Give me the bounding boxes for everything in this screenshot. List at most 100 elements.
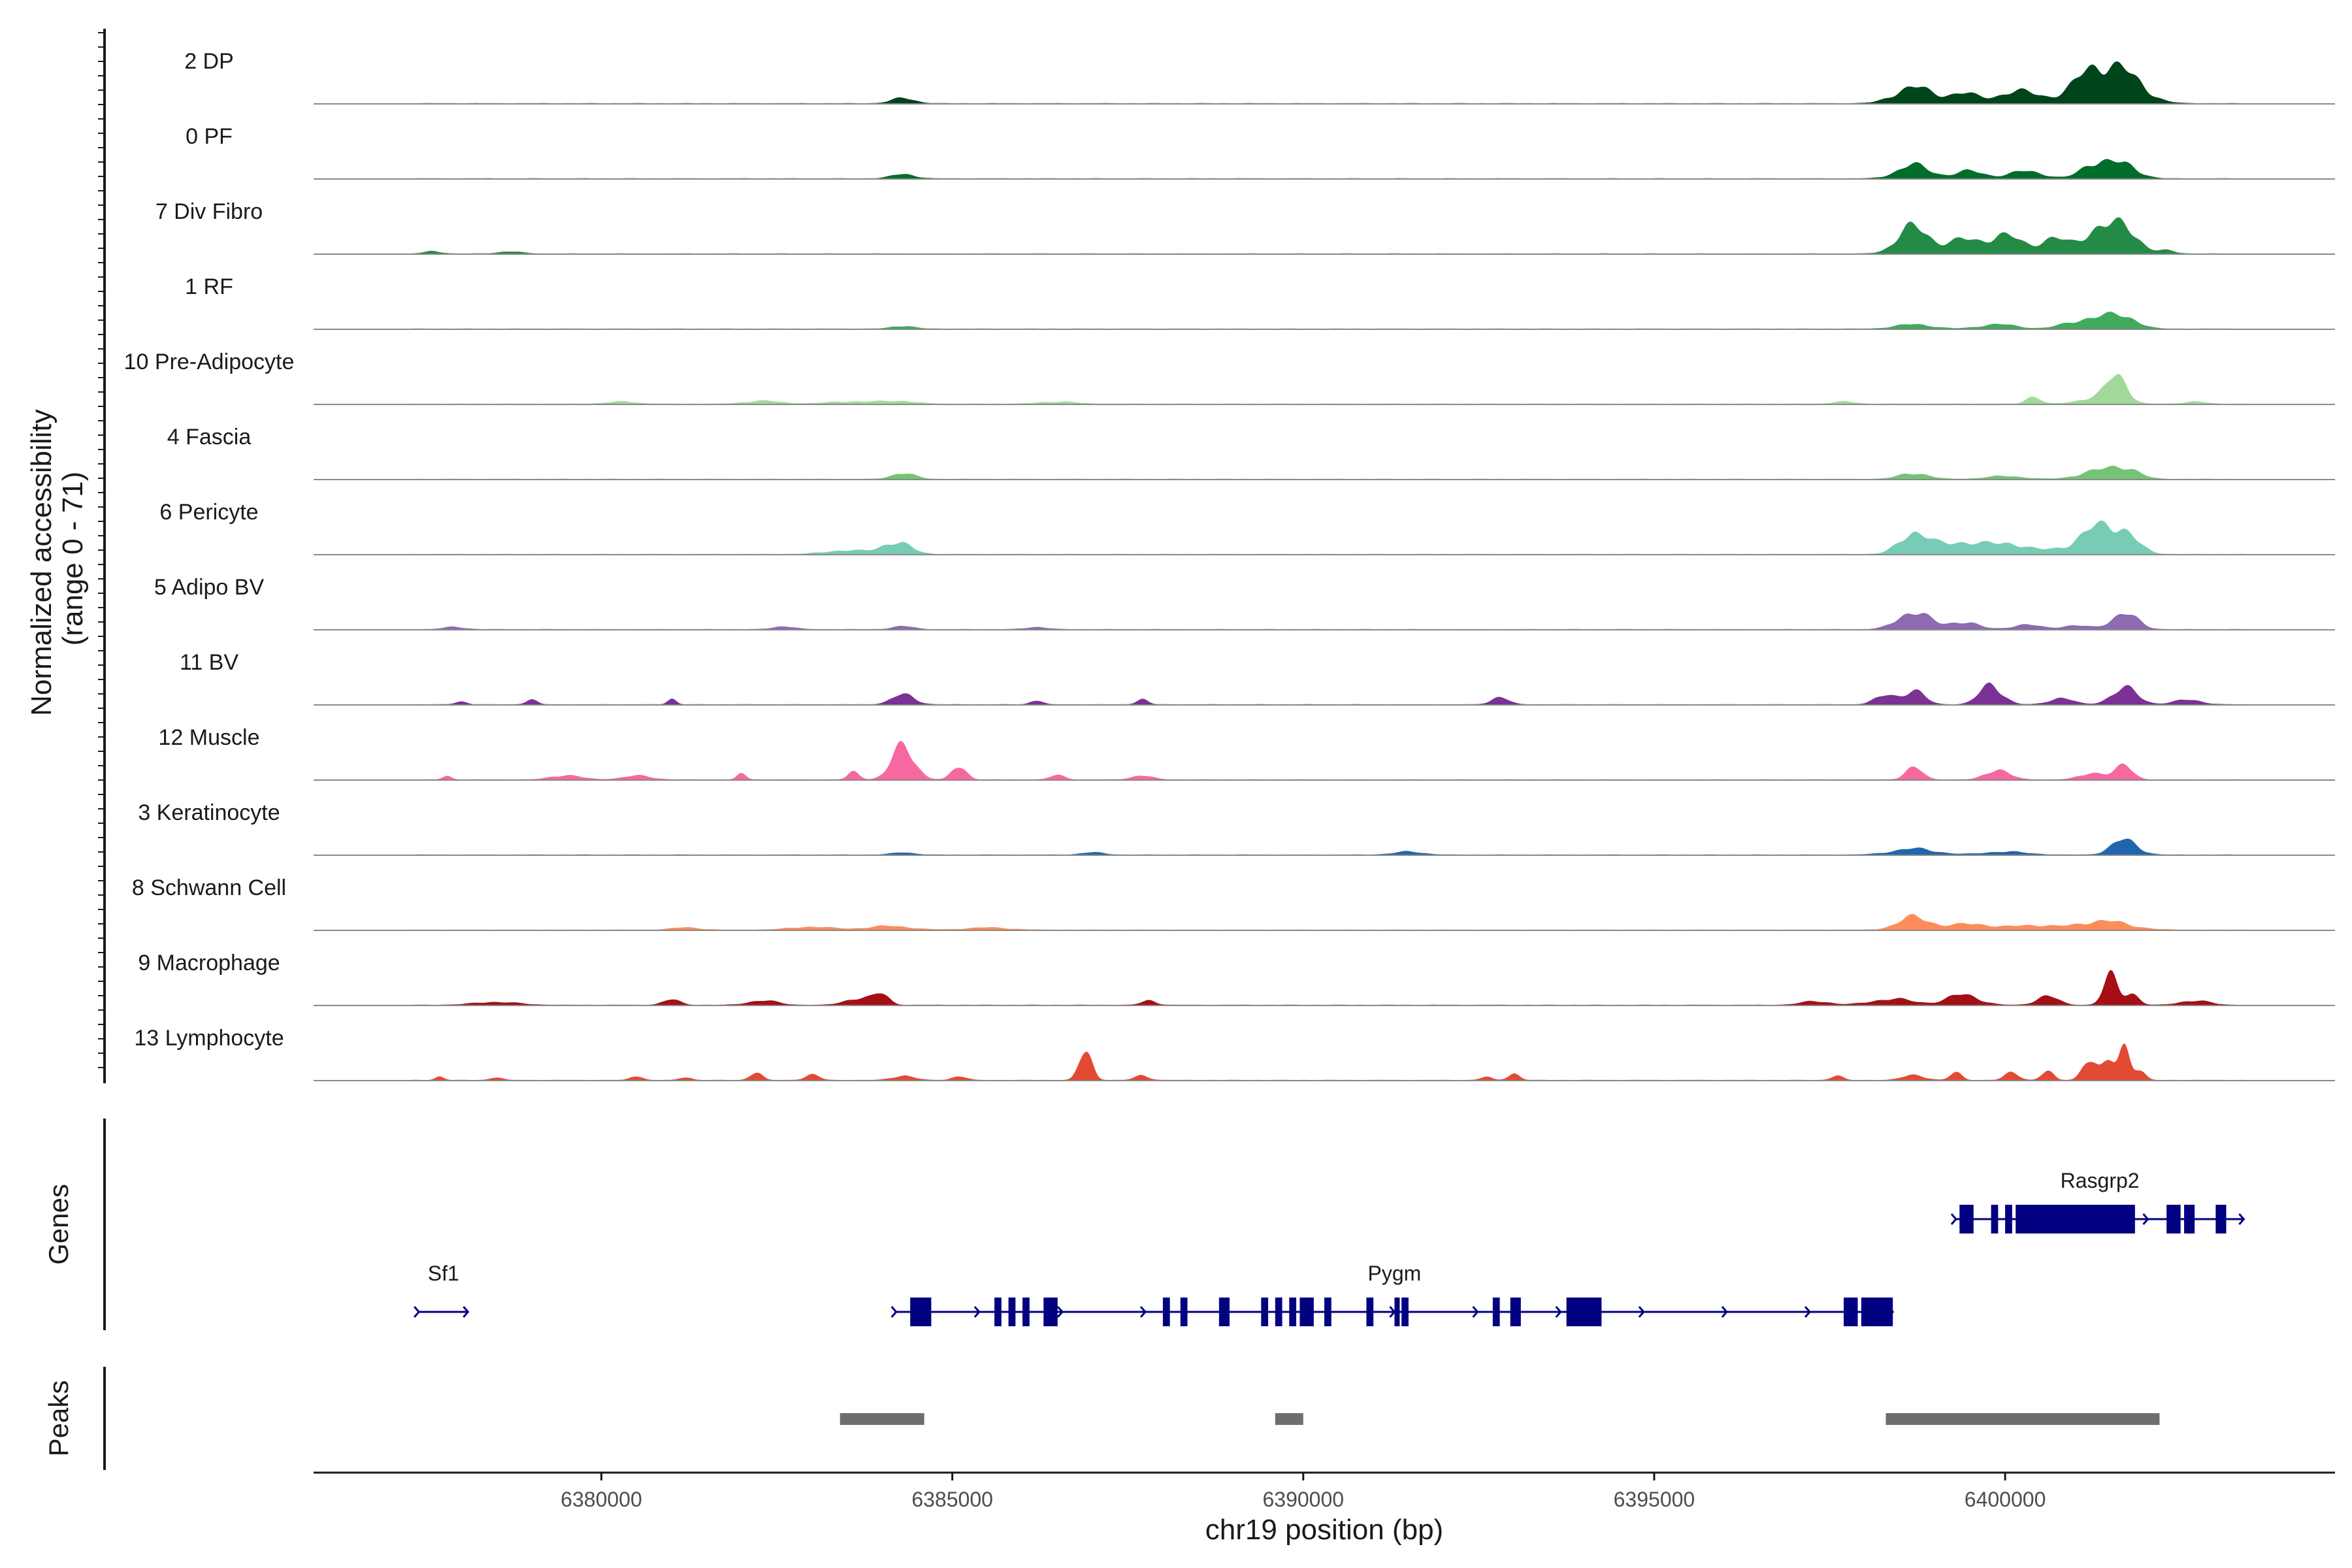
gene-exon xyxy=(1324,1298,1331,1326)
genes-panel-title: Genes xyxy=(43,1184,74,1265)
gene-exon xyxy=(1218,1298,1230,1326)
strand-chevron xyxy=(1804,1306,1812,1318)
track-label: 4 Fascia xyxy=(167,425,252,449)
gene-annotations: Sf1 Pygm Rasgrp2 xyxy=(414,1169,2246,1326)
gene-model: Pygm xyxy=(890,1262,1895,1326)
y-title-line2: (range 0 - 71) xyxy=(57,472,89,646)
strand-chevron xyxy=(414,1306,421,1318)
track-label: 5 Adipo BV xyxy=(154,575,265,600)
coverage-signal xyxy=(411,520,2244,555)
track-label: 6 Pericyte xyxy=(159,500,258,525)
gene-exon xyxy=(2005,1205,2012,1233)
gene-exon xyxy=(1289,1298,1297,1326)
track-label: 12 Muscle xyxy=(159,725,260,750)
coverage-track: 4 Fascia xyxy=(167,425,2335,480)
coverage-track: 6 Pericyte xyxy=(159,500,2335,555)
gene-exon xyxy=(1566,1298,1602,1326)
gene-exon xyxy=(2215,1205,2227,1233)
x-axis-title: chr19 position (bp) xyxy=(1205,1514,1443,1546)
gene-exon xyxy=(2184,1205,2195,1233)
coverage-track: 13 Lymphocyte xyxy=(134,1026,2335,1081)
gene-exon xyxy=(1959,1205,1974,1233)
coverage-track: 9 Macrophage xyxy=(138,951,2335,1006)
gene-exon xyxy=(1261,1298,1269,1326)
coverage-track: 11 BV xyxy=(180,650,2335,706)
gene-exon xyxy=(1865,1298,1893,1326)
strand-chevron xyxy=(890,1306,898,1318)
strand-chevron xyxy=(2238,1213,2246,1225)
peak-region xyxy=(1275,1413,1303,1425)
gene-exon xyxy=(1492,1298,1500,1326)
coverage-track: 2 DP xyxy=(184,49,2335,105)
peak-region xyxy=(840,1413,924,1425)
coverage-signal xyxy=(411,159,2244,180)
track-label: 7 Div Fibro xyxy=(155,199,263,224)
peak-region xyxy=(1886,1413,2160,1425)
strand-chevron xyxy=(1389,1306,1396,1318)
x-tick-label: 6385000 xyxy=(911,1488,993,1511)
gene-exon xyxy=(1366,1298,1374,1326)
track-label: 0 PF xyxy=(186,124,233,149)
coverage-y-ticks xyxy=(98,32,105,1068)
strand-chevron xyxy=(463,1306,470,1318)
coverage-track: 7 Div Fibro xyxy=(155,199,2335,255)
coverage-signal xyxy=(411,970,2244,1006)
gene-exon xyxy=(1861,1298,1867,1326)
coverage-track: 8 Schwann Cell xyxy=(132,875,2335,931)
coverage-y-axis-title: Normalized accessibility (range 0 - 71) xyxy=(25,401,89,716)
strand-chevron xyxy=(1950,1213,1957,1225)
gene-exon xyxy=(994,1298,1002,1326)
x-axis-ticks: 6380000 6385000 6390000 6395000 6400000 xyxy=(561,1473,2046,1511)
track-label: 8 Schwann Cell xyxy=(132,875,286,900)
gene-label: Pygm xyxy=(1368,1262,1422,1285)
coverage-track: 5 Adipo BV xyxy=(154,575,2335,630)
coverage-signal xyxy=(411,682,2244,706)
track-label: 1 RF xyxy=(185,274,233,299)
gene-exon xyxy=(1843,1298,1858,1326)
track-label: 2 DP xyxy=(184,49,234,74)
coverage-track: 3 Keratinocyte xyxy=(138,800,2335,856)
gene-exon xyxy=(1401,1298,1409,1326)
x-tick-label: 6380000 xyxy=(561,1488,642,1511)
gene-exon xyxy=(1162,1298,1170,1326)
strand-chevron xyxy=(1638,1306,1645,1318)
gene-exon xyxy=(1299,1298,1314,1326)
coverage-signal xyxy=(411,913,2244,931)
gene-exon xyxy=(1510,1298,1521,1326)
gene-exon xyxy=(2016,1205,2135,1233)
coverage-track: 1 RF xyxy=(185,274,2335,330)
strand-chevron xyxy=(1555,1306,1562,1318)
coverage-signal xyxy=(411,1043,2244,1081)
gene-exon xyxy=(910,1298,932,1326)
strand-chevron xyxy=(1056,1306,1064,1318)
gene-exon xyxy=(1991,1205,1999,1233)
coverage-signal xyxy=(411,465,2244,480)
x-tick-label: 6395000 xyxy=(1614,1488,1695,1511)
strand-chevron xyxy=(973,1306,981,1318)
y-title-line1: Normalized accessibility xyxy=(25,409,57,715)
coverage-signal xyxy=(411,613,2244,630)
gene-exon xyxy=(1394,1298,1400,1326)
track-label: 3 Keratinocyte xyxy=(138,800,280,825)
gene-model: Sf1 xyxy=(414,1262,470,1318)
peaks-panel-title: Peaks xyxy=(43,1380,74,1457)
coverage-tracks: 2 DP 0 PF 7 Div Fibro 1 RF 10 Pre-Adipocyte 4… xyxy=(124,49,2335,1081)
x-tick-label: 6400000 xyxy=(1965,1488,2046,1511)
coverage-signal xyxy=(411,741,2244,781)
gene-label: Rasgrp2 xyxy=(2061,1169,2140,1192)
coverage-signal xyxy=(411,217,2244,255)
gene-model: Rasgrp2 xyxy=(1950,1169,2246,1233)
strand-chevron xyxy=(1721,1306,1728,1318)
track-label: 13 Lymphocyte xyxy=(134,1026,284,1051)
track-label: 9 Macrophage xyxy=(138,951,280,975)
track-label: 11 BV xyxy=(180,650,238,675)
x-tick-label: 6390000 xyxy=(1262,1488,1344,1511)
coverage-signal xyxy=(411,838,2244,856)
coverage-signal xyxy=(411,61,2244,105)
gene-exon xyxy=(1008,1298,1016,1326)
gene-exon xyxy=(1275,1298,1282,1326)
coverage-track: 12 Muscle xyxy=(159,725,2335,781)
gene-exon xyxy=(1022,1298,1030,1326)
coverage-signal xyxy=(411,374,2244,405)
